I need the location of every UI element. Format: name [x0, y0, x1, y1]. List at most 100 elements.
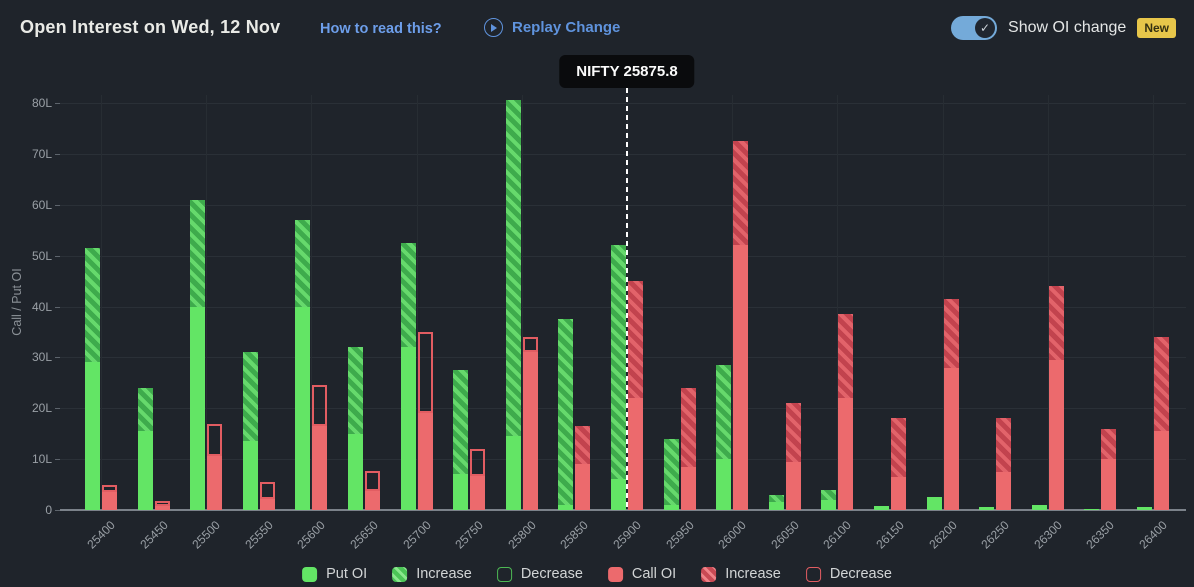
put-increase-bar-25500[interactable]	[190, 199, 206, 307]
call-bar-25850[interactable]	[575, 464, 591, 510]
put-bar-26100[interactable]	[821, 499, 837, 510]
put-increase-bar-25650[interactable]	[348, 347, 363, 434]
call-decrease-outline-25700[interactable]	[417, 331, 433, 413]
y-tick-20L	[55, 408, 60, 410]
call-bar-26250[interactable]	[996, 471, 1012, 510]
x-axis-label-26200: 26200	[925, 518, 960, 552]
y-tick-70L	[55, 153, 60, 155]
vgridline-26300	[1047, 95, 1049, 509]
page-title: Open Interest on Wed, 12 Nov	[20, 17, 281, 37]
call-bar-26100[interactable]	[838, 398, 854, 510]
legend-item-call-dec[interactable]: Decrease	[805, 566, 892, 582]
call-increase-bar-26250[interactable]	[996, 418, 1012, 472]
call-decrease-outline-25650[interactable]	[365, 470, 380, 491]
put-increase-bar-25750[interactable]	[453, 370, 469, 475]
call-decrease-outline-25800[interactable]	[522, 337, 538, 352]
chart-legend: Put OI Increase Decrease Call OI Increase Dec…	[302, 566, 892, 582]
put-bar-25750[interactable]	[453, 474, 469, 510]
call-decrease-outline-25550[interactable]	[259, 482, 275, 500]
call-increase-bar-26000[interactable]	[733, 141, 749, 246]
call-decrease-outline-25500[interactable]	[207, 423, 223, 457]
put-bar-26250[interactable]	[979, 507, 995, 510]
put-bar-26200[interactable]	[926, 497, 942, 510]
put-bar-25450[interactable]	[137, 431, 153, 510]
call-bar-26200[interactable]	[943, 367, 959, 510]
put-bar-26150[interactable]	[874, 505, 889, 510]
call-decrease-outline-25750[interactable]	[470, 448, 486, 477]
call-bar-26150[interactable]	[891, 476, 906, 510]
call-bar-26050[interactable]	[785, 461, 801, 510]
call-bar-25950[interactable]	[680, 466, 696, 510]
put-bar-25800[interactable]	[505, 436, 521, 510]
call-increase-bar-26400[interactable]	[1154, 337, 1169, 432]
put-increase-bar-25400[interactable]	[85, 248, 100, 363]
y-axis-label-30L: 30L	[31, 350, 52, 365]
put-increase-bar-25700[interactable]	[400, 242, 416, 348]
put-increase-bar-25900[interactable]	[611, 245, 626, 480]
legend-item-put-inc[interactable]: Increase	[392, 566, 472, 582]
put-increase-bar-25800[interactable]	[505, 100, 521, 437]
call-increase-bar-25950[interactable]	[680, 387, 696, 467]
y-axis-title: Call / Put OI	[10, 268, 24, 336]
y-tick-0	[55, 510, 60, 511]
legend-item-call-solid[interactable]: Call OI	[607, 566, 676, 582]
put-bar-26050[interactable]	[768, 502, 784, 510]
call-bar-25500[interactable]	[207, 454, 223, 510]
put-bar-25400[interactable]	[85, 362, 100, 510]
put-bar-25550[interactable]	[242, 441, 258, 510]
put-increase-bar-26000[interactable]	[716, 365, 732, 460]
put-bar-25950[interactable]	[663, 504, 679, 510]
put-increase-bar-25850[interactable]	[558, 319, 574, 505]
legend-item-put-dec[interactable]: Decrease	[496, 566, 583, 582]
put-increase-bar-25600[interactable]	[295, 220, 311, 307]
put-bar-25500[interactable]	[190, 306, 206, 510]
call-bar-25550[interactable]	[259, 497, 275, 510]
call-increase-bar-26350[interactable]	[1101, 428, 1117, 460]
call-bar-25800[interactable]	[522, 349, 538, 510]
call-bar-25450[interactable]	[154, 503, 170, 510]
put-bar-25700[interactable]	[400, 347, 416, 510]
put-increase-bar-25950[interactable]	[663, 438, 679, 505]
call-decrease-outline-25450[interactable]	[154, 500, 170, 506]
put-increase-bar-25450[interactable]	[137, 387, 153, 432]
put-increase-bar-26100[interactable]	[821, 489, 837, 500]
call-bar-26000[interactable]	[733, 245, 749, 510]
x-axis-label-25450: 25450	[136, 518, 171, 552]
call-bar-25400[interactable]	[102, 489, 117, 510]
call-increase-bar-26150[interactable]	[891, 418, 906, 477]
put-bar-25850[interactable]	[558, 504, 574, 510]
how-to-read-link[interactable]: How to read this?	[320, 21, 442, 37]
show-oi-change-toggle[interactable]: ✓	[951, 16, 998, 40]
call-increase-bar-26050[interactable]	[785, 403, 801, 462]
call-increase-bar-25900[interactable]	[628, 281, 643, 399]
call-bar-25600[interactable]	[312, 423, 328, 510]
call-bar-25750[interactable]	[470, 474, 486, 510]
call-bar-25900[interactable]	[628, 398, 643, 510]
legend-label: Increase	[416, 566, 472, 582]
call-increase-bar-25850[interactable]	[575, 426, 591, 465]
legend-item-put-solid[interactable]: Put OI	[302, 566, 367, 582]
put-bar-26350[interactable]	[1084, 508, 1100, 510]
y-axis-label-70L: 70L	[31, 146, 52, 161]
call-bar-25700[interactable]	[417, 410, 433, 510]
put-bar-26300[interactable]	[1031, 504, 1047, 510]
put-bar-25900[interactable]	[611, 479, 626, 510]
call-bar-26300[interactable]	[1048, 359, 1064, 510]
put-bar-26400[interactable]	[1137, 507, 1152, 510]
replay-change-button[interactable]: Replay Change	[484, 18, 620, 37]
put-bar-25650[interactable]	[348, 433, 363, 510]
call-bar-26350[interactable]	[1101, 459, 1117, 510]
call-increase-bar-26200[interactable]	[943, 298, 959, 368]
call-increase-bar-26100[interactable]	[838, 314, 854, 399]
put-increase-bar-26050[interactable]	[768, 494, 784, 503]
call-decrease-outline-25400[interactable]	[102, 484, 117, 492]
legend-item-call-inc[interactable]: Increase	[701, 566, 781, 582]
call-bar-26400[interactable]	[1154, 431, 1169, 510]
put-increase-bar-25550[interactable]	[242, 352, 258, 442]
call-decrease-outline-25600[interactable]	[312, 385, 328, 426]
put-bar-25600[interactable]	[295, 306, 311, 510]
put-bar-26000[interactable]	[716, 459, 732, 510]
call-bar-25650[interactable]	[365, 488, 380, 510]
call-increase-bar-26300[interactable]	[1048, 286, 1064, 360]
x-axis-label-25900: 25900	[610, 518, 644, 552]
